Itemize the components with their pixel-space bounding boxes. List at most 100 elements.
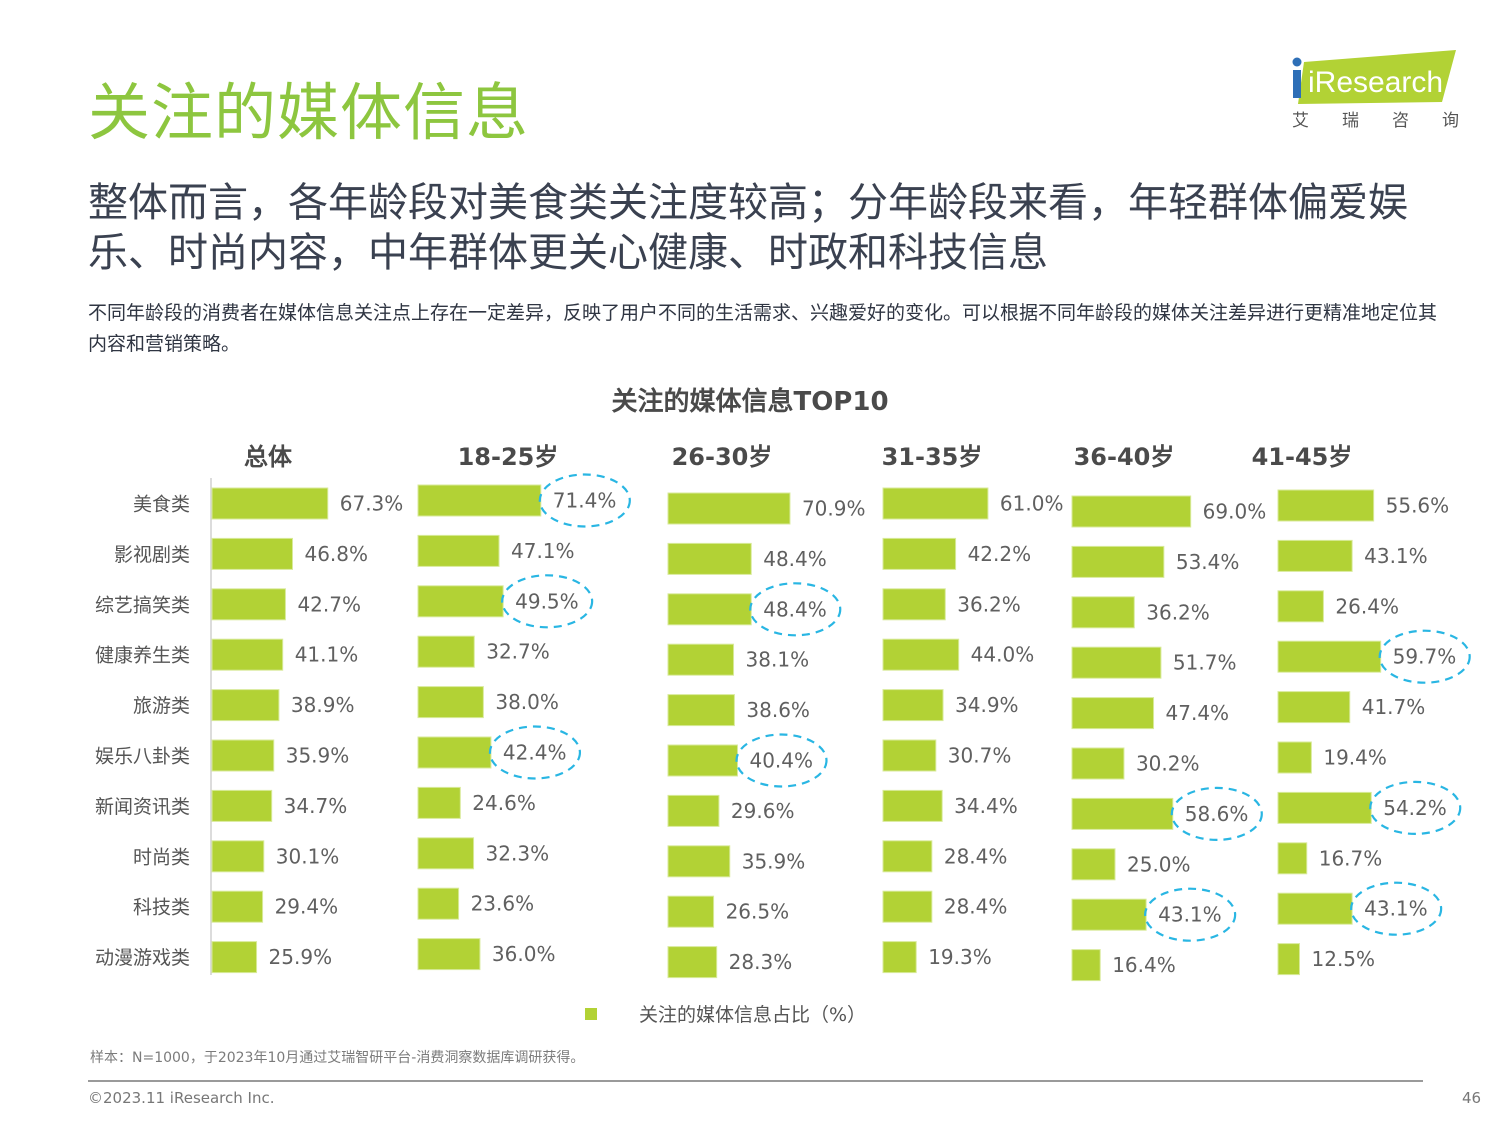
data-label: 12.5%	[1312, 947, 1376, 971]
category-label: 影视剧类	[114, 544, 190, 566]
logo-sub-char: 瑞	[1342, 111, 1359, 131]
bar	[1071, 646, 1162, 679]
data-label: 48.4%	[763, 597, 827, 621]
bar	[211, 689, 280, 722]
data-label: 16.4%	[1112, 953, 1176, 977]
highlight-ellipse	[735, 733, 828, 788]
bar	[417, 686, 484, 719]
data-label: 34.9%	[955, 693, 1019, 717]
data-label: 46.8%	[304, 542, 368, 566]
data-label: 58.6%	[1185, 802, 1249, 826]
data-label: 34.4%	[954, 794, 1018, 818]
bar	[882, 840, 933, 873]
data-label: 23.6%	[471, 892, 535, 916]
category-label: 新闻资讯类	[95, 796, 190, 818]
bar	[882, 588, 946, 621]
bar	[1071, 545, 1165, 578]
data-label: 49.5%	[515, 589, 579, 613]
category-label: 综艺搞笑类	[95, 594, 190, 616]
bar	[667, 542, 752, 575]
data-label: 44.0%	[971, 643, 1035, 667]
data-label: 43.1%	[1364, 897, 1428, 921]
bar	[417, 786, 461, 819]
bar	[882, 890, 933, 923]
highlight-ellipse	[1378, 629, 1471, 684]
data-label: 71.4%	[553, 489, 617, 513]
bar	[1277, 842, 1308, 875]
data-label: 16.7%	[1319, 846, 1383, 870]
bar	[667, 946, 718, 979]
bar	[1277, 741, 1312, 774]
bar	[211, 588, 286, 621]
bar	[667, 643, 735, 676]
bar	[1277, 943, 1300, 976]
bar	[882, 537, 957, 570]
data-label: 25.0%	[1127, 852, 1191, 876]
data-label: 70.9%	[802, 497, 866, 521]
data-label: 19.3%	[928, 945, 992, 969]
data-label: 30.1%	[276, 844, 340, 868]
bar	[1071, 495, 1192, 528]
bar	[417, 484, 542, 517]
intro-text: 不同年龄段的消费者在媒体信息关注点上存在一定差异，反映了用户不同的生活需求、兴趣…	[88, 302, 1438, 355]
data-label: 36.2%	[957, 592, 1021, 616]
bar	[417, 837, 475, 870]
bar	[667, 694, 735, 727]
data-label: 24.6%	[472, 791, 536, 815]
series-header: 41-45岁	[1252, 443, 1353, 471]
data-label: 42.4%	[503, 741, 567, 765]
bar	[1071, 797, 1174, 830]
highlight-ellipse	[749, 582, 842, 637]
bar	[667, 895, 715, 928]
data-label: 38.0%	[495, 690, 559, 714]
category-label: 旅游类	[133, 695, 190, 717]
bar	[417, 887, 460, 920]
headline: 整体而言，各年龄段对美食类关注度较高；分年龄段来看，年轻群体偏爱娱乐、时尚内容，…	[88, 180, 1408, 276]
highlight-ellipse	[501, 574, 594, 629]
data-label: 43.1%	[1364, 544, 1428, 568]
bar	[1071, 898, 1147, 931]
bar	[882, 689, 944, 722]
data-label: 48.4%	[763, 547, 827, 571]
legend-swatch	[585, 1007, 597, 1020]
highlight-ellipse	[1369, 780, 1462, 835]
data-label: 69.0%	[1203, 500, 1267, 524]
bar	[1277, 640, 1382, 673]
bar	[882, 638, 960, 671]
category-label: 时尚类	[133, 846, 190, 868]
series-header: 31-35岁	[882, 443, 983, 471]
data-label: 47.4%	[1166, 701, 1230, 725]
series-header: 26-30岁	[672, 443, 773, 471]
bar	[882, 739, 937, 772]
data-label: 28.4%	[944, 844, 1008, 868]
bar	[667, 744, 738, 777]
bar	[1277, 791, 1372, 824]
data-label: 29.4%	[275, 895, 339, 919]
data-label: 67.3%	[340, 492, 404, 516]
category-label: 美食类	[133, 494, 190, 516]
footer-divider	[88, 1080, 1423, 1082]
data-label: 36.0%	[492, 942, 556, 966]
data-label: 51.7%	[1173, 651, 1237, 675]
data-label: 41.7%	[1362, 695, 1426, 719]
highlight-ellipse	[488, 725, 582, 780]
bar	[211, 638, 284, 671]
series-header: 36-40岁	[1074, 443, 1175, 471]
bar	[1071, 747, 1125, 780]
bar	[417, 736, 492, 769]
category-label: 动漫游戏类	[95, 947, 190, 969]
bar	[211, 890, 264, 923]
bar	[417, 534, 500, 567]
page-title: 关注的媒体信息	[88, 76, 530, 149]
category-label: 健康养生类	[95, 645, 190, 667]
data-label: 42.2%	[968, 542, 1032, 566]
bar	[1277, 489, 1375, 522]
bar	[211, 789, 273, 822]
data-label: 55.6%	[1386, 494, 1450, 518]
highlight-ellipse	[1170, 786, 1263, 841]
bar	[667, 593, 752, 626]
highlight-ellipse	[538, 473, 631, 528]
bar	[1071, 596, 1135, 629]
data-label: 38.9%	[291, 693, 355, 717]
data-label: 26.4%	[1335, 594, 1399, 618]
